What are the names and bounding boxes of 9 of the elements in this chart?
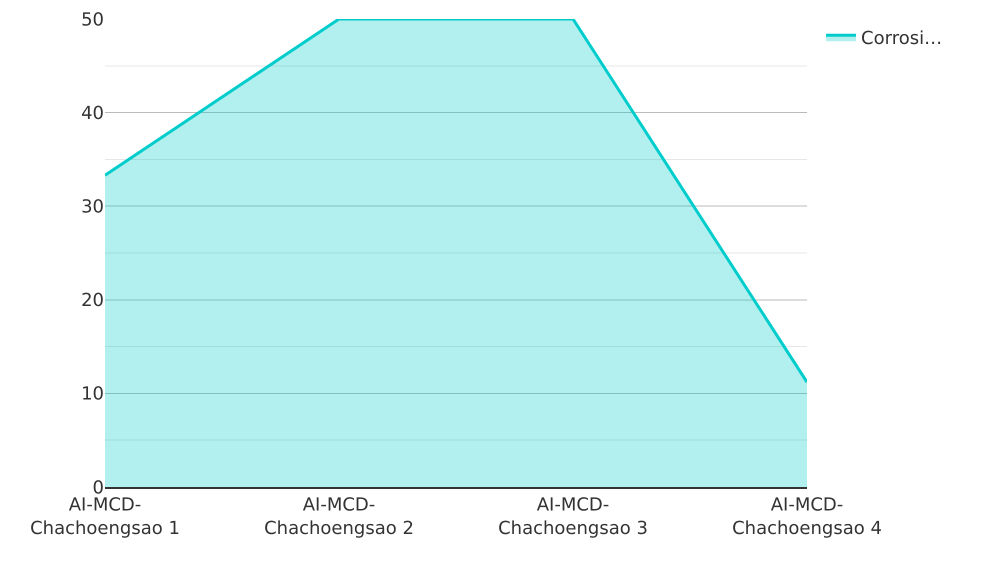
y-tick-label: 10 [81, 384, 104, 405]
x-tick-label: AI-MCD-Chachoengsao 4 [732, 494, 882, 539]
x-tick-label: AI-MCD-Chachoengsao 2 [264, 494, 414, 539]
y-tick-label: 30 [81, 196, 104, 218]
y-tick-label: 40 [81, 102, 104, 124]
legend-label: Corrosi… [861, 28, 942, 50]
y-tick-label: 20 [81, 290, 104, 312]
x-tick-label: AI-MCD-Chachoengsao 3 [498, 494, 648, 539]
y-tick-label: 50 [81, 9, 104, 30]
